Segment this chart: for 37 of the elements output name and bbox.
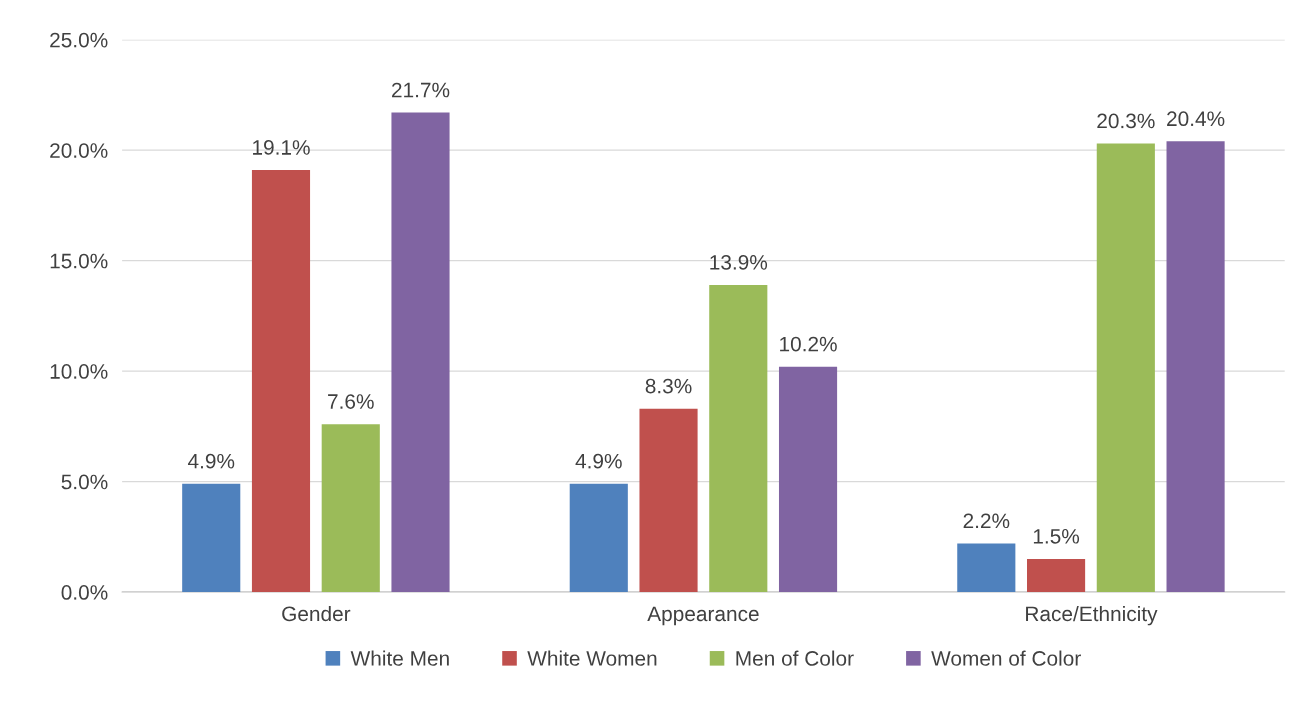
bar: [778, 366, 838, 593]
data-label: 4.9%: [187, 453, 235, 469]
data-label: 7.6%: [328, 394, 374, 409]
y-tick-label: 15.0%: [50, 253, 108, 269]
x-tick-label: Appearance: [647, 606, 759, 626]
data-label: 19.1%: [253, 140, 310, 155]
y-tick-label: 10.0%: [50, 364, 108, 379]
bar: [1166, 141, 1225, 593]
bar: [639, 408, 698, 593]
y-tick-label: 0.0%: [61, 585, 108, 600]
data-label: 8.3%: [645, 378, 692, 394]
data-label: 21.7%: [392, 82, 450, 98]
data-label: 4.9%: [575, 453, 622, 469]
bar: [321, 424, 380, 593]
bar: [1096, 143, 1155, 593]
legend-label: Women of Color: [931, 650, 1081, 666]
y-tick-label: 20.0%: [50, 143, 108, 158]
bar: [957, 543, 1016, 593]
bar: [569, 483, 628, 593]
data-label: 10.2%: [780, 336, 837, 352]
y-tick-label: 25.0%: [50, 32, 108, 48]
data-label: 1.5%: [1033, 529, 1080, 544]
data-label: 13.9%: [710, 254, 768, 270]
legend-label: White Men: [350, 650, 449, 666]
x-tick-label: Gender: [282, 605, 351, 622]
bar: [1027, 558, 1086, 593]
data-label: 20.3%: [1097, 113, 1155, 129]
bar: [391, 112, 450, 593]
data-label: 2.2%: [963, 513, 1010, 529]
data-label: 20.4%: [1167, 111, 1225, 127]
legend-label: Men of Color: [736, 650, 854, 666]
legend-label: White Women: [527, 650, 657, 666]
bar: [251, 170, 311, 593]
bar: [709, 284, 768, 593]
y-tick-label: 5.0%: [61, 474, 108, 490]
bar: [182, 483, 241, 593]
x-tick-label: Race/Ethnicity: [1026, 605, 1158, 626]
